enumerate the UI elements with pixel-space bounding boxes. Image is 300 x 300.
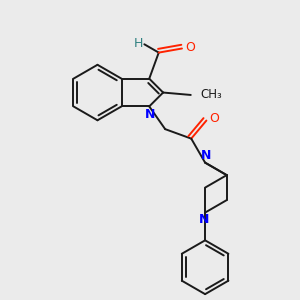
Text: N: N [199, 213, 209, 226]
Text: O: O [185, 41, 195, 54]
Text: N: N [145, 108, 155, 121]
Text: CH₃: CH₃ [201, 88, 222, 101]
Text: N: N [201, 149, 211, 162]
Text: H: H [134, 37, 143, 50]
Text: O: O [209, 112, 219, 125]
